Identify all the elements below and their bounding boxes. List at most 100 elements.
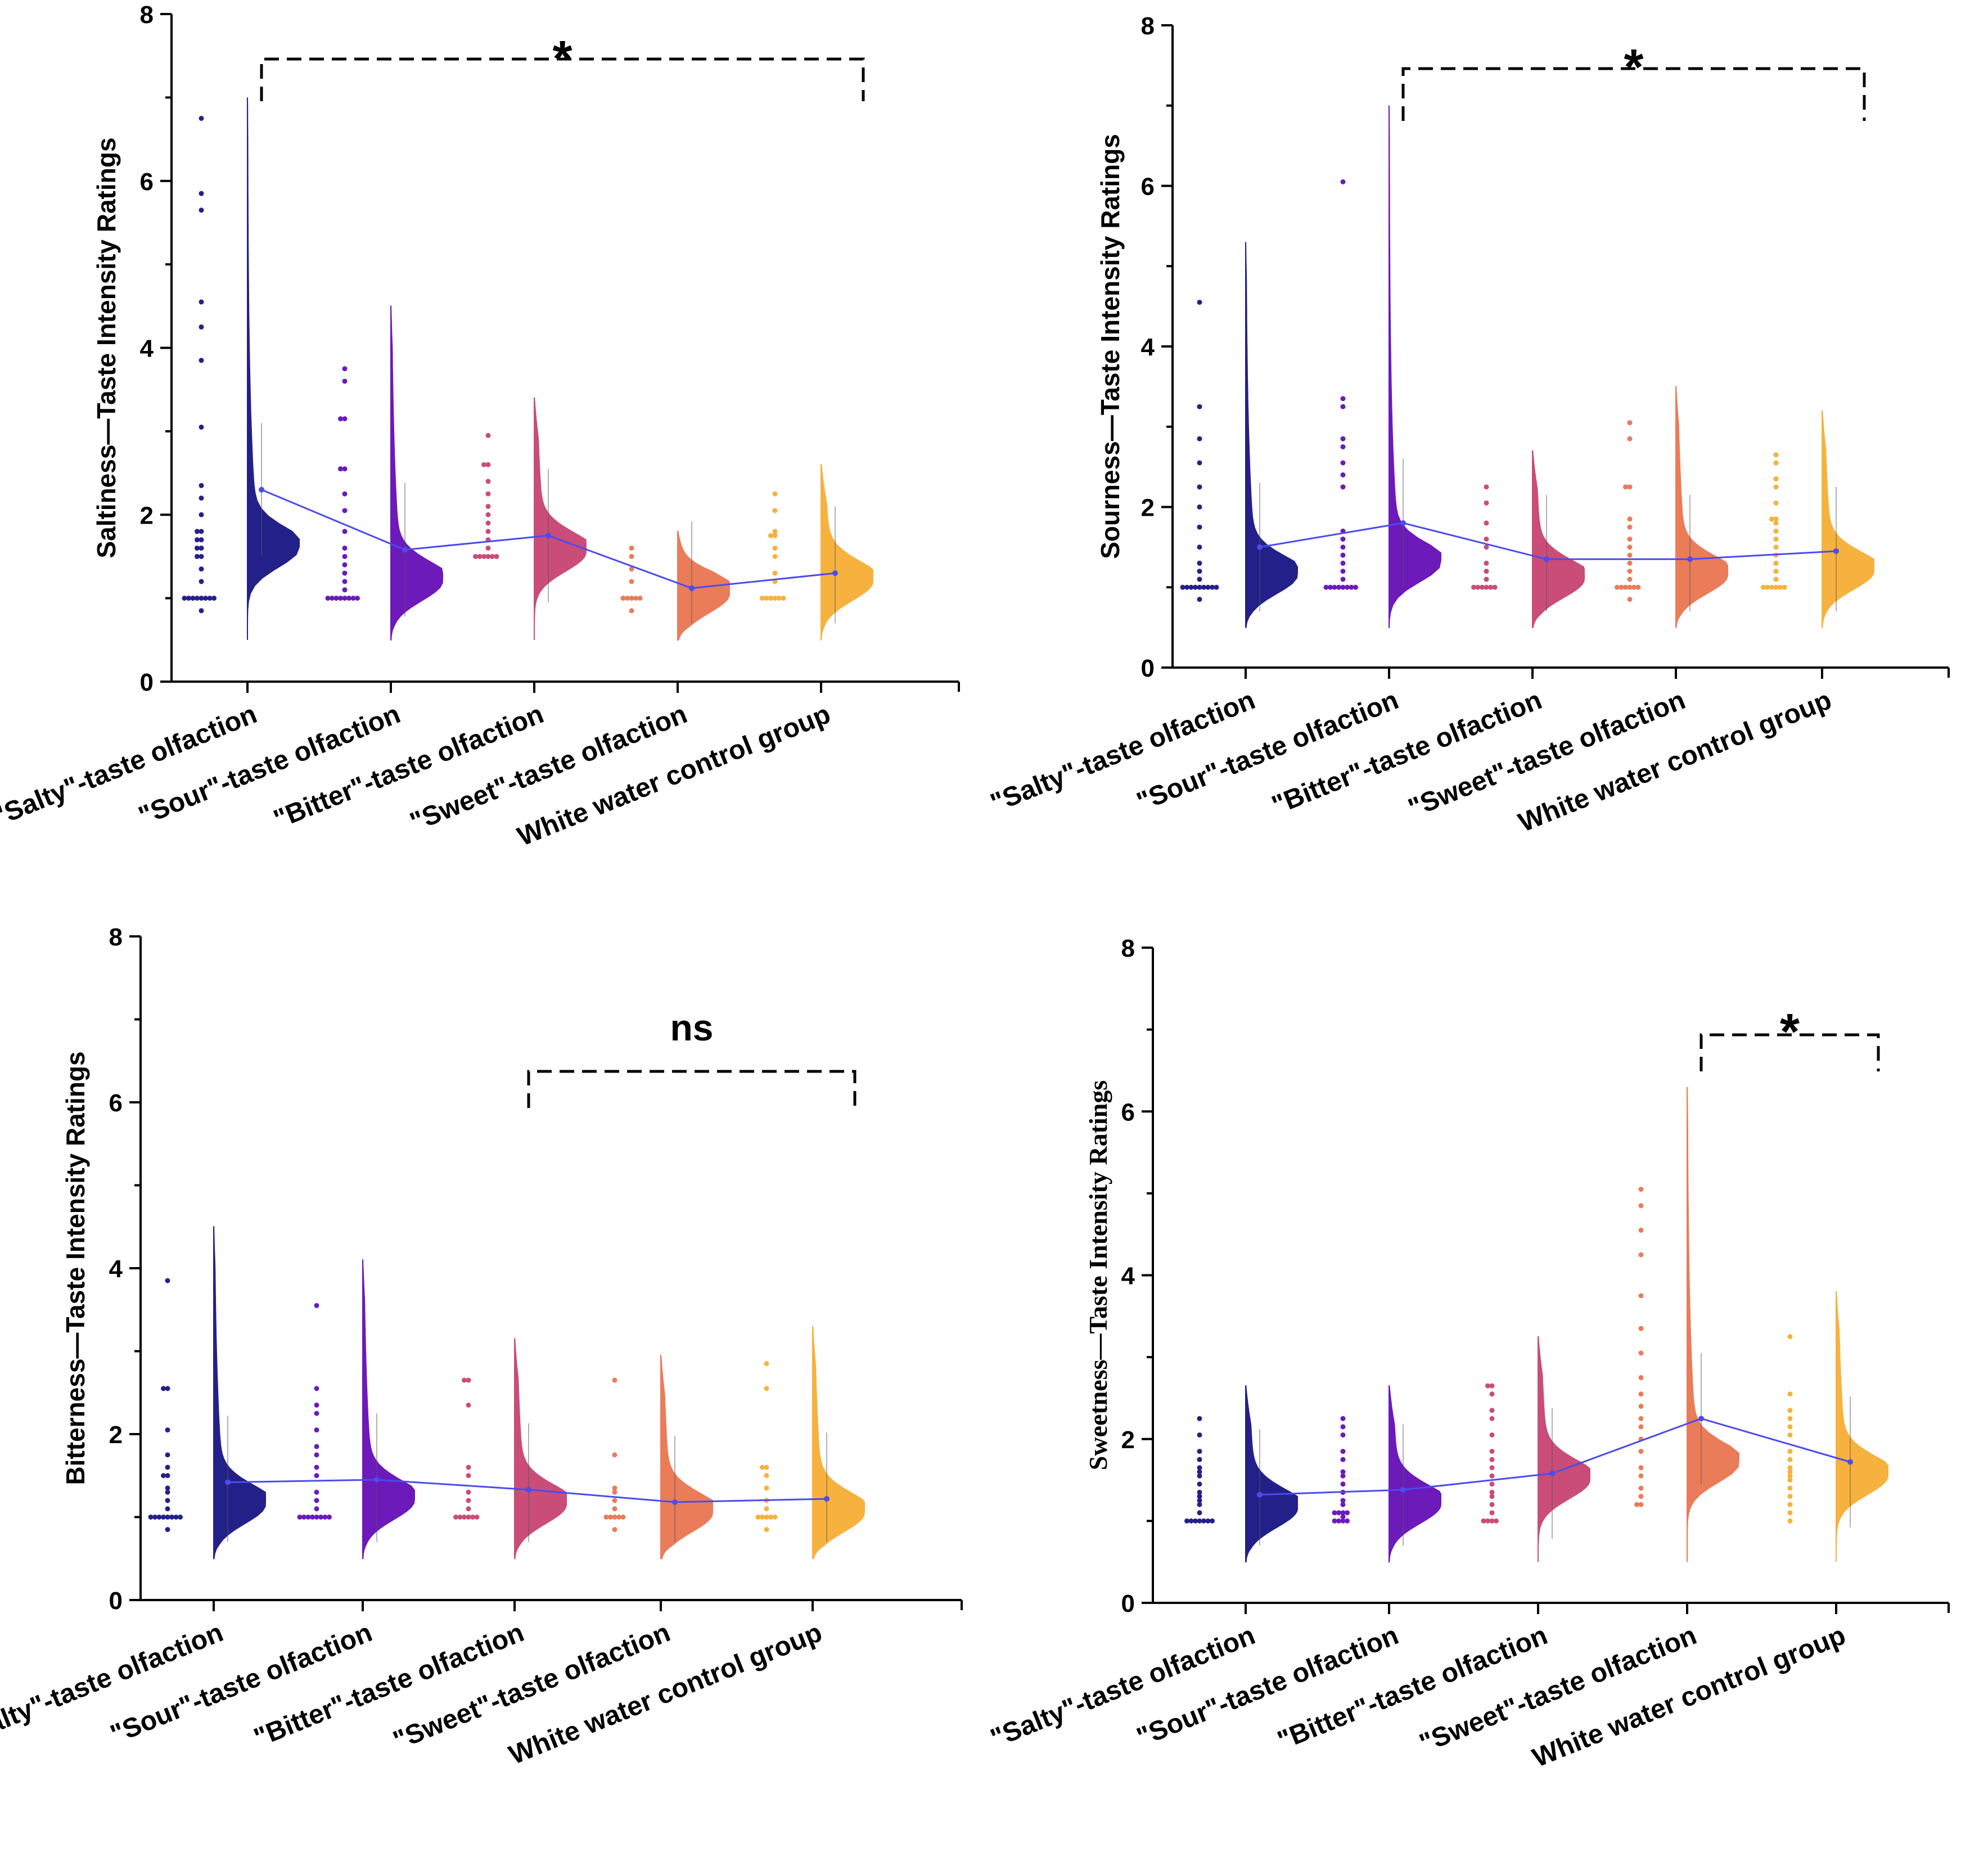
data-point — [199, 512, 204, 517]
data-point — [165, 1386, 170, 1391]
group-2 — [297, 1259, 415, 1560]
data-point — [182, 596, 187, 601]
data-point — [1340, 576, 1346, 582]
x-tick-label: "Sour"-taste olfaction — [1133, 1620, 1403, 1752]
data-point — [1787, 1408, 1793, 1413]
data-point — [152, 1515, 157, 1520]
x-tick-label: "Sour"-taste olfaction — [106, 1617, 376, 1750]
data-point — [1627, 420, 1633, 426]
data-point — [1619, 584, 1624, 590]
data-point — [457, 1515, 463, 1520]
data-point — [1340, 436, 1346, 441]
data-point — [1336, 1510, 1341, 1516]
group-3 — [473, 397, 587, 640]
violin-half — [1687, 1087, 1739, 1562]
data-point — [1481, 1518, 1486, 1524]
data-point — [1197, 1457, 1202, 1462]
data-point — [342, 466, 348, 472]
data-point — [1180, 584, 1185, 590]
data-point — [1328, 584, 1333, 590]
data-point — [186, 596, 191, 601]
violin-half — [1389, 105, 1441, 628]
data-point — [485, 529, 491, 534]
x-tick-label: "Salty"-taste olfaction — [0, 699, 261, 832]
data-point — [772, 553, 778, 559]
data-point — [1332, 584, 1337, 590]
data-point — [466, 1506, 471, 1512]
data-point — [342, 546, 348, 551]
data-point — [199, 579, 204, 584]
data-point — [1634, 1502, 1639, 1507]
data-point — [1340, 1518, 1346, 1524]
data-point — [199, 191, 204, 196]
data-point — [342, 378, 348, 384]
data-point — [1197, 1494, 1202, 1499]
data-point — [612, 1452, 617, 1458]
data-point — [297, 1515, 303, 1520]
data-point — [1773, 537, 1779, 542]
data-point — [1340, 1498, 1346, 1503]
data-point — [764, 1361, 769, 1367]
data-point — [342, 366, 348, 372]
data-point — [342, 508, 348, 513]
data-point — [322, 1515, 328, 1520]
x-tick-label: "Salty"-taste olfaction — [986, 1620, 1259, 1754]
data-point — [199, 546, 204, 551]
data-point — [1197, 460, 1202, 466]
data-point — [1340, 1510, 1346, 1516]
data-point — [1782, 584, 1787, 590]
data-point — [1197, 436, 1202, 441]
mean-marker — [1400, 520, 1406, 526]
data-point — [764, 596, 769, 601]
data-point — [1489, 1457, 1495, 1462]
data-point — [1787, 1465, 1793, 1471]
data-point — [1627, 597, 1633, 602]
data-point — [1635, 584, 1641, 590]
data-point — [1197, 584, 1202, 590]
data-point — [1631, 584, 1637, 590]
data-point — [603, 1515, 609, 1520]
data-point — [1489, 1465, 1495, 1471]
data-point — [199, 566, 204, 572]
data-point — [165, 1427, 170, 1433]
data-point — [1340, 584, 1346, 590]
data-point — [165, 1278, 170, 1283]
data-point — [314, 1506, 319, 1512]
violin-half — [812, 1326, 865, 1560]
data-point — [342, 416, 348, 422]
data-point — [1484, 484, 1489, 490]
y-tick-label: 2 — [140, 502, 154, 529]
data-point — [1638, 1485, 1644, 1491]
data-point — [1769, 584, 1774, 590]
data-point — [1484, 569, 1489, 574]
data-point — [1332, 1518, 1337, 1524]
data-point — [199, 537, 204, 543]
data-point — [314, 1465, 319, 1470]
data-point — [211, 596, 217, 601]
data-point — [1197, 404, 1202, 409]
data-point — [612, 1377, 617, 1383]
data-point — [1345, 1510, 1350, 1516]
data-point — [342, 579, 348, 584]
data-point — [768, 1515, 773, 1520]
data-point — [1787, 1502, 1793, 1507]
data-point — [1787, 1449, 1793, 1454]
violin-half — [390, 305, 443, 641]
data-point — [1340, 179, 1346, 184]
data-point — [1489, 1518, 1495, 1524]
data-point — [161, 1515, 166, 1520]
y-tick-label: 2 — [1141, 494, 1155, 522]
data-point — [1489, 1494, 1495, 1499]
y-tick-label: 8 — [1141, 12, 1155, 40]
data-point — [342, 587, 348, 593]
data-point — [1773, 584, 1779, 590]
data-point — [764, 1527, 769, 1533]
data-point — [1197, 1416, 1202, 1421]
data-point — [165, 1527, 170, 1533]
data-point — [477, 553, 483, 559]
data-point — [612, 1527, 617, 1533]
data-point — [1197, 1473, 1202, 1479]
data-point — [620, 1515, 626, 1520]
data-point — [338, 416, 343, 422]
y-tick-label: 4 — [109, 1255, 123, 1283]
